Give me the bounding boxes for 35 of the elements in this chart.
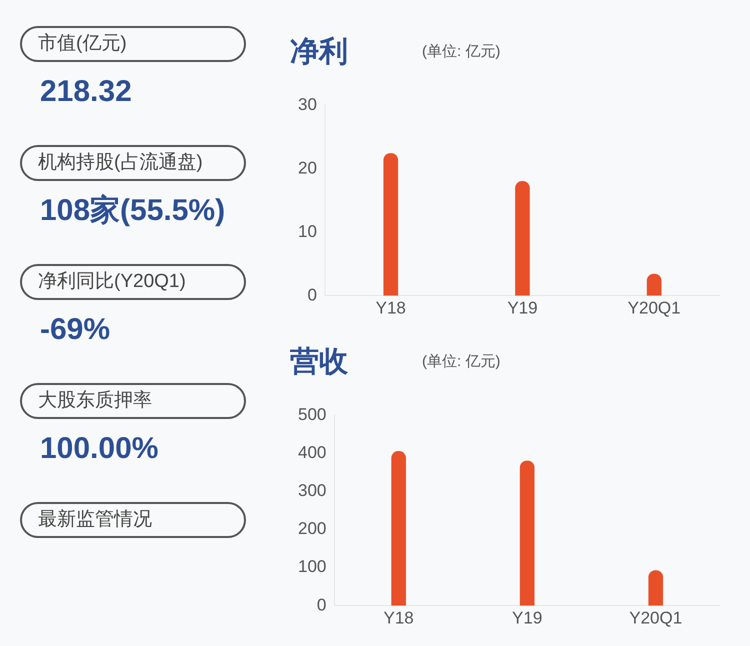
y-tick-label: 300 <box>298 481 326 500</box>
y-tick-label: 10 <box>298 222 317 241</box>
chart-subtitle: (单位: 亿元) <box>422 42 500 61</box>
chart-title: 净利 <box>290 35 348 70</box>
x-tick-label: Y19 <box>507 298 538 318</box>
y-tick-label: 200 <box>298 519 326 538</box>
text: -69% <box>39 312 112 348</box>
text: 大股东质押率 <box>20 383 246 419</box>
bar <box>383 153 398 296</box>
text: 机构持股(占流通盘) <box>20 145 246 181</box>
bar <box>391 451 406 606</box>
x-tick-label: Y19 <box>512 608 542 628</box>
text: 218.32 <box>39 74 133 110</box>
y-tick-label: 0 <box>307 285 317 304</box>
y-tick-label: 20 <box>298 158 317 178</box>
text: 净利同比(Y20Q1) <box>20 264 246 300</box>
text: 100.00% <box>39 431 160 467</box>
bar <box>646 274 662 296</box>
chart-title: 营收 <box>290 345 348 380</box>
x-tick-label: Y18 <box>384 608 414 628</box>
text: 108家(55.5%) <box>39 192 226 229</box>
text: 市值(亿元) <box>20 26 246 62</box>
bar <box>648 570 664 606</box>
x-tick-label: Y20Q1 <box>629 608 682 628</box>
y-tick-label: 100 <box>298 557 326 576</box>
x-tick-label: Y20Q1 <box>628 298 681 318</box>
y-tick-label: 0 <box>316 595 326 614</box>
bar <box>520 460 535 606</box>
text: 最新监管情况 <box>20 502 246 538</box>
y-tick-label: 500 <box>298 404 326 424</box>
y-tick-label: 400 <box>298 442 326 462</box>
x-tick-label: Y18 <box>376 298 406 318</box>
y-tick-label: 30 <box>298 94 317 114</box>
bar <box>515 181 530 296</box>
chart-subtitle: (单位: 亿元) <box>422 352 500 371</box>
